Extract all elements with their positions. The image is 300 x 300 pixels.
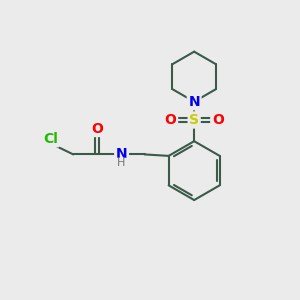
- Text: O: O: [92, 122, 103, 136]
- Text: O: O: [165, 113, 176, 127]
- Text: Cl: Cl: [43, 132, 58, 146]
- Text: N: N: [116, 147, 127, 161]
- Text: O: O: [212, 113, 224, 127]
- Text: H: H: [117, 158, 126, 168]
- Text: N: N: [188, 95, 200, 109]
- Text: S: S: [189, 113, 199, 127]
